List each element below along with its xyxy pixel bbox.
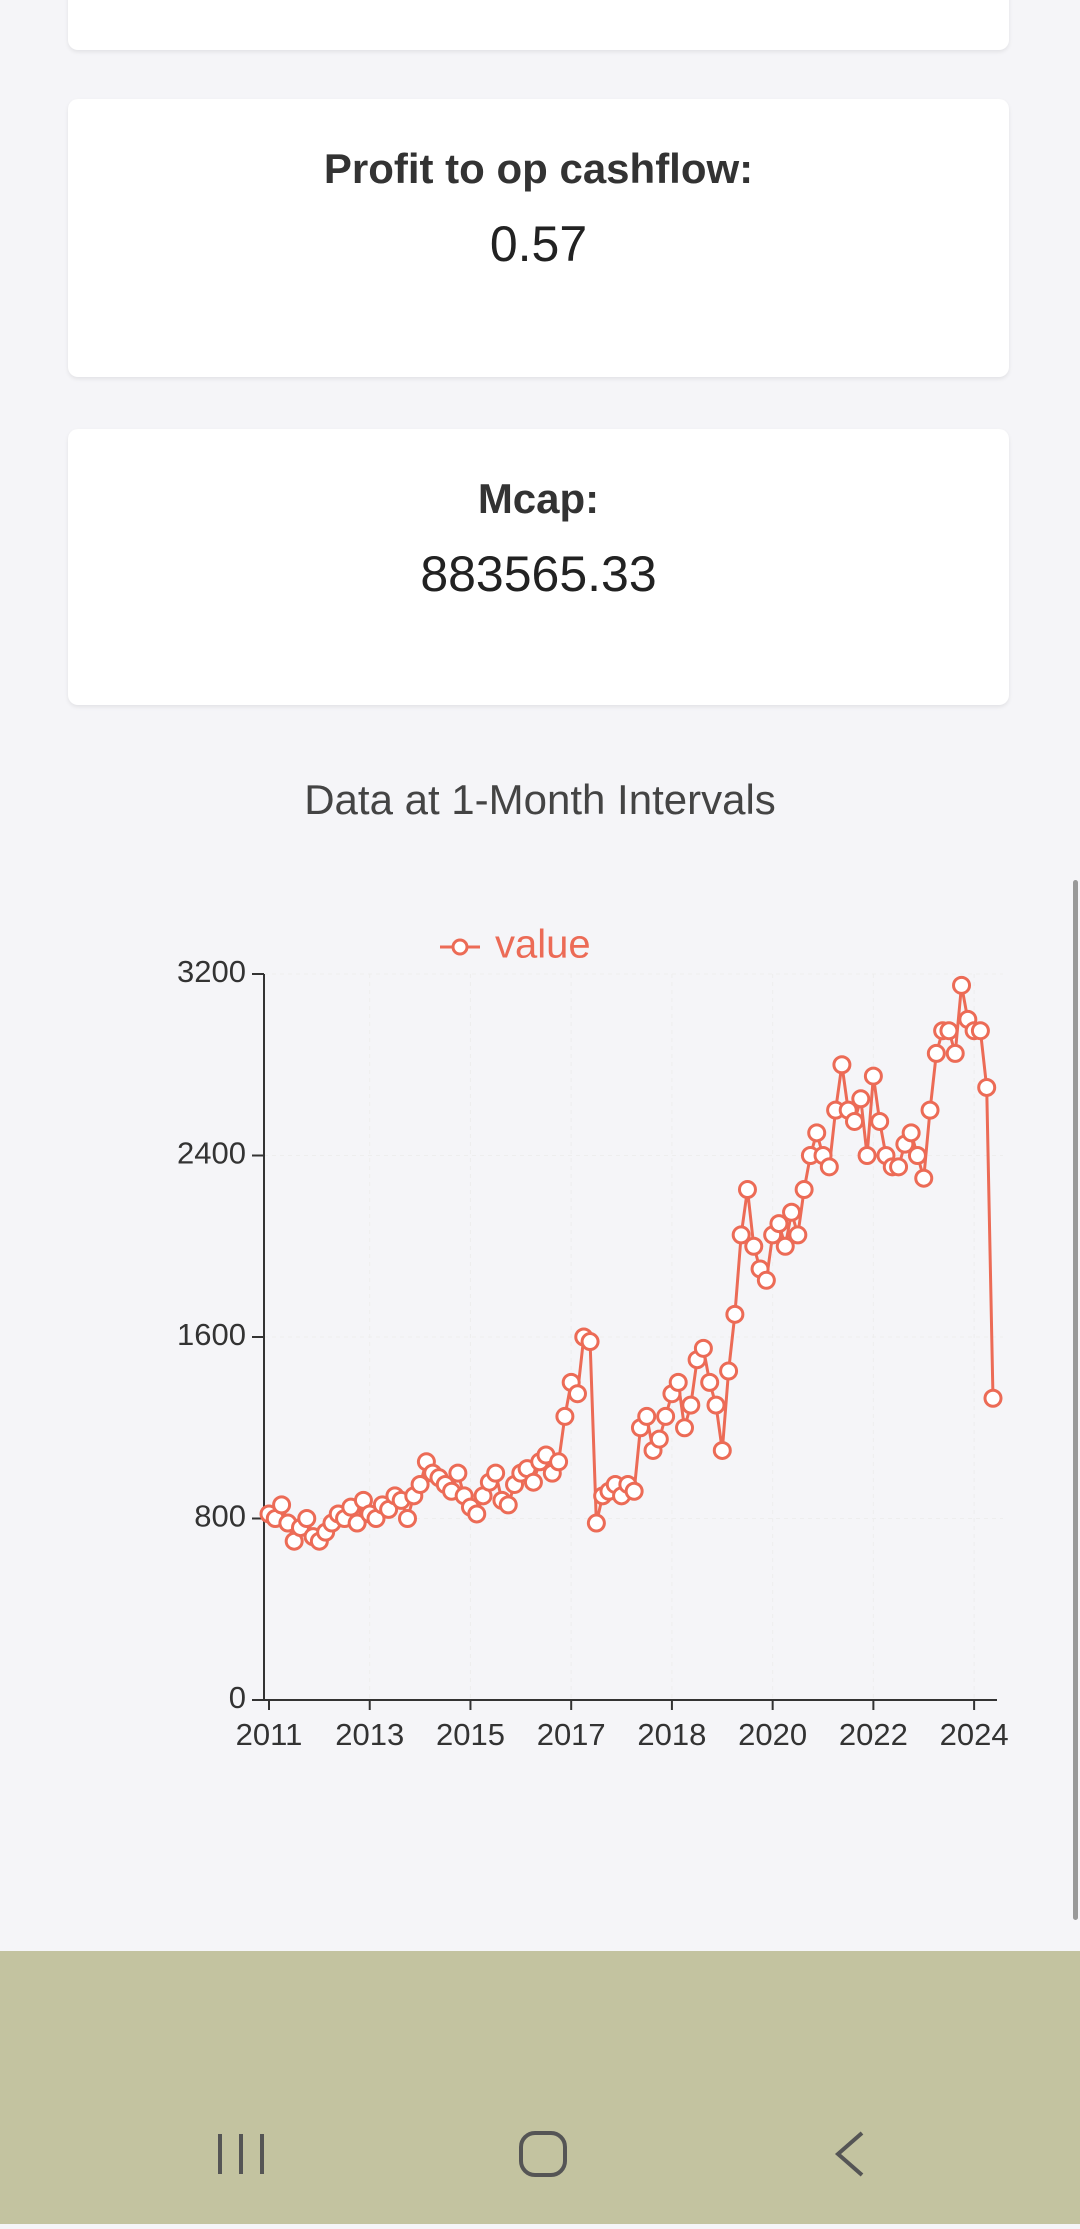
data-point (920, 1100, 940, 1120)
y-tick-label: 800 (194, 1499, 246, 1534)
home-button[interactable] (519, 2131, 567, 2177)
card-value: 883565.33 (420, 546, 657, 602)
data-point (731, 1225, 751, 1245)
data-point (939, 1021, 959, 1041)
data-point (555, 1406, 575, 1426)
data-point (712, 1440, 732, 1460)
x-tick-label: 2020 (738, 1717, 807, 1752)
card (68, 0, 1009, 50)
data-point (448, 1463, 468, 1483)
data-point (857, 1146, 877, 1165)
data-point (983, 1388, 1003, 1408)
data-point (410, 1474, 430, 1494)
data-point (889, 1157, 909, 1177)
data-point (549, 1452, 569, 1472)
data-point (775, 1236, 795, 1256)
data-point (819, 1157, 839, 1177)
card-label: Profit to op cashflow: (323, 145, 754, 192)
data-point (675, 1418, 695, 1438)
data-point (756, 1270, 776, 1290)
data-point (863, 1066, 883, 1086)
data-point (952, 975, 972, 995)
data-point (637, 1406, 657, 1426)
chart-title: Data at 1-Month Intervals (304, 776, 776, 823)
x-tick-label: 2022 (839, 1717, 908, 1752)
y-tick-label: 1600 (177, 1317, 246, 1352)
x-tick-label: 2018 (637, 1717, 706, 1752)
scrollbar (1073, 880, 1078, 1920)
data-point (700, 1372, 720, 1392)
card-label: Mcap: (477, 475, 600, 522)
data-point (523, 1472, 543, 1492)
x-tick-label: 2015 (436, 1717, 505, 1752)
x-tick-label: 2017 (537, 1717, 606, 1752)
data-point (706, 1395, 726, 1415)
data-point (794, 1180, 814, 1200)
y-tick-label: 0 (229, 1680, 246, 1715)
data-point (737, 1180, 757, 1200)
data-point (870, 1111, 890, 1131)
data-point (725, 1304, 745, 1324)
data-point (398, 1509, 418, 1528)
data-point (567, 1384, 587, 1404)
data-point (580, 1332, 600, 1352)
data-point (744, 1236, 764, 1256)
y-tick-label: 3200 (177, 954, 246, 989)
data-point (769, 1214, 789, 1234)
data-point (693, 1338, 713, 1358)
data-point (498, 1495, 518, 1515)
data-point (681, 1395, 701, 1415)
data-point (586, 1513, 606, 1533)
back-button[interactable] (834, 2131, 864, 2177)
legend-label: value (495, 923, 591, 967)
data-point (945, 1043, 965, 1063)
data-point (347, 1513, 367, 1533)
data-point (668, 1372, 688, 1392)
data-point (486, 1463, 506, 1483)
data-point (788, 1225, 808, 1245)
data-point (926, 1043, 946, 1063)
data-point (656, 1406, 676, 1426)
data-point (832, 1055, 852, 1075)
data-point (907, 1146, 927, 1165)
data-point (719, 1361, 739, 1381)
chart: Data at 1-Month Intervals 0 800 1600 2400 32… (177, 776, 1009, 1752)
card-value: 0.57 (489, 216, 588, 272)
data-point (467, 1504, 487, 1524)
nav-bar (0, 1951, 1080, 2224)
data-point (901, 1123, 921, 1143)
card: Mcap: 883565.33 (68, 429, 1009, 705)
data-point (297, 1509, 317, 1528)
x-tick-label: 2013 (335, 1717, 404, 1752)
legend-marker (451, 938, 469, 956)
card: Profit to op cashflow: 0.57 (68, 99, 1009, 377)
y-tick-label: 2400 (177, 1136, 246, 1171)
data-point (844, 1111, 864, 1131)
x-tick-label: 2024 (940, 1717, 1009, 1752)
data-point (782, 1202, 802, 1222)
data-point (851, 1089, 871, 1109)
data-point (977, 1077, 997, 1097)
nav-icons (218, 2131, 864, 2177)
x-tick-label: 2011 (236, 1717, 303, 1752)
data-point (914, 1168, 934, 1188)
data-point (272, 1495, 292, 1515)
data-point (807, 1123, 827, 1143)
data-point (649, 1429, 669, 1449)
data-point (970, 1021, 990, 1041)
series-line (268, 985, 995, 1546)
data-point (624, 1481, 644, 1501)
